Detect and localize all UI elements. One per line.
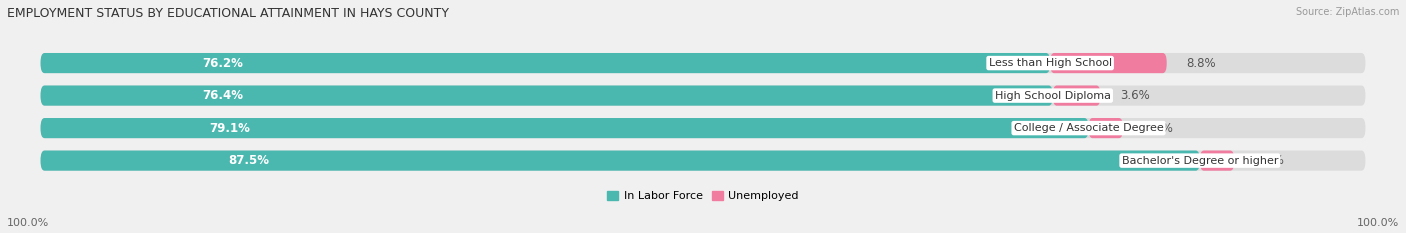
- Text: 3.6%: 3.6%: [1121, 89, 1150, 102]
- FancyBboxPatch shape: [41, 151, 1199, 171]
- FancyBboxPatch shape: [1053, 86, 1101, 106]
- FancyBboxPatch shape: [1088, 118, 1123, 138]
- FancyBboxPatch shape: [41, 118, 1088, 138]
- Text: EMPLOYMENT STATUS BY EDUCATIONAL ATTAINMENT IN HAYS COUNTY: EMPLOYMENT STATUS BY EDUCATIONAL ATTAINM…: [7, 7, 449, 20]
- Text: Bachelor's Degree or higher: Bachelor's Degree or higher: [1122, 156, 1278, 166]
- Text: 100.0%: 100.0%: [7, 218, 49, 228]
- Text: Less than High School: Less than High School: [988, 58, 1112, 68]
- Text: 2.6%: 2.6%: [1254, 154, 1284, 167]
- FancyBboxPatch shape: [1199, 151, 1234, 171]
- Text: 100.0%: 100.0%: [1357, 218, 1399, 228]
- FancyBboxPatch shape: [41, 151, 1365, 171]
- FancyBboxPatch shape: [41, 86, 1053, 106]
- FancyBboxPatch shape: [1050, 53, 1167, 73]
- Text: College / Associate Degree: College / Associate Degree: [1014, 123, 1163, 133]
- Text: 76.2%: 76.2%: [202, 57, 243, 70]
- Text: 2.6%: 2.6%: [1143, 122, 1173, 135]
- FancyBboxPatch shape: [41, 118, 1365, 138]
- FancyBboxPatch shape: [41, 86, 1365, 106]
- FancyBboxPatch shape: [41, 53, 1050, 73]
- FancyBboxPatch shape: [41, 53, 1365, 73]
- Text: 76.4%: 76.4%: [202, 89, 243, 102]
- Text: 79.1%: 79.1%: [208, 122, 250, 135]
- Text: 8.8%: 8.8%: [1187, 57, 1216, 70]
- Text: Source: ZipAtlas.com: Source: ZipAtlas.com: [1295, 7, 1399, 17]
- Text: High School Diploma: High School Diploma: [995, 91, 1111, 101]
- Text: 87.5%: 87.5%: [229, 154, 270, 167]
- Legend: In Labor Force, Unemployed: In Labor Force, Unemployed: [607, 191, 799, 201]
